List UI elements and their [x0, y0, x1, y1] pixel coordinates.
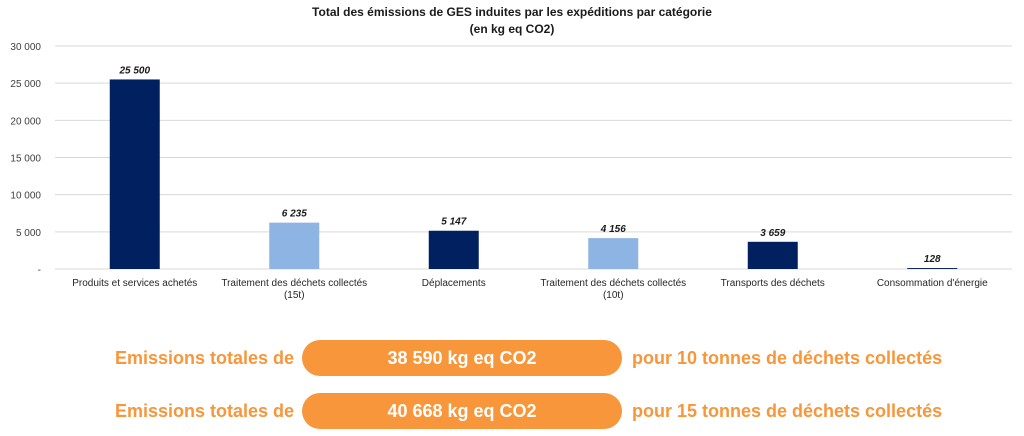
data-labels: 25 500 6 235 5 147 4 156 3 659 128: [118, 65, 941, 265]
bar: [588, 238, 639, 269]
summary-suffix: pour 15 tonnes de déchets collectés: [632, 401, 943, 421]
y-tick-label: 10 000: [10, 191, 41, 202]
bar: [269, 222, 320, 269]
gridlines: [55, 45, 1012, 270]
y-tick-label: 5 000: [16, 228, 41, 239]
summary-prefix: Emissions totales de: [115, 401, 295, 421]
x-tick-label: Consommation d'énergie: [877, 278, 988, 289]
x-tick-label: Traitement des déchets collectés: [221, 278, 367, 289]
y-tick-label: 20 000: [10, 116, 41, 127]
total-emissions-pill: 40 668 kg eq CO2: [302, 393, 622, 429]
x-axis: Produits et services achetés Traitement d…: [72, 278, 988, 300]
data-label: 4 156: [600, 224, 626, 235]
y-tick-label: 25 000: [10, 79, 41, 90]
summary-row-10t: Emissions totales de 38 590 kg eq CO2 po…: [0, 340, 1024, 376]
y-tick-label: -: [38, 265, 41, 276]
summary-row-15t: Emissions totales de 40 668 kg eq CO2 po…: [0, 393, 1024, 429]
x-tick-label: Déplacements: [422, 278, 486, 289]
x-tick-label: (15t): [284, 290, 305, 300]
y-tick-label: 15 000: [10, 154, 41, 165]
summary-prefix: Emissions totales de: [115, 348, 295, 368]
bar: [428, 230, 479, 269]
data-label: 5 147: [441, 217, 466, 228]
bar-chart: Total des émissions de GES induites par …: [10, 5, 1012, 300]
bars: [109, 79, 958, 269]
x-tick-label: Traitement des déchets collectés: [540, 278, 686, 289]
bar: [907, 268, 958, 269]
x-tick-label: Produits et services achetés: [72, 278, 197, 289]
y-axis: - 5 000 10 000 15 000 20 000 25 000 30 000: [10, 42, 41, 276]
data-label: 128: [924, 254, 941, 265]
bar: [747, 241, 798, 269]
chart-subtitle: (en kg eq CO2): [470, 22, 555, 36]
total-emissions-pill: 38 590 kg eq CO2: [302, 340, 622, 376]
x-tick-label: (10t): [603, 290, 624, 300]
y-tick-label: 30 000: [10, 42, 41, 53]
data-label: 6 235: [282, 209, 307, 220]
data-label: 3 659: [760, 228, 785, 239]
chart-title: Total des émissions de GES induites par …: [312, 5, 712, 19]
data-label: 25 500: [118, 65, 150, 76]
bar: [109, 79, 160, 269]
summary-suffix: pour 10 tonnes de déchets collectés: [632, 348, 943, 368]
x-tick-label: Transports des déchets: [721, 278, 825, 289]
